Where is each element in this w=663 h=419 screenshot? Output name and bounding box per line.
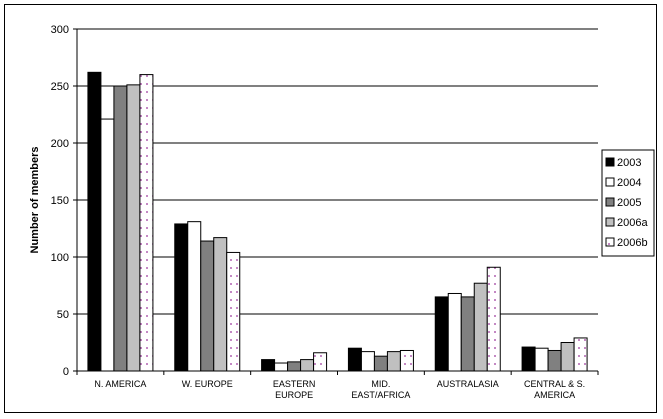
bar-2006a-2 <box>300 359 315 372</box>
bar-2005-1 <box>200 240 215 372</box>
bar-2003-2 <box>261 359 276 372</box>
x-category-label: EAST/AFRICA <box>351 390 410 400</box>
bar-2003-3 <box>347 347 362 372</box>
y-tick-label: 50 <box>57 309 69 321</box>
bar-2005-5 <box>547 349 562 372</box>
legend-label-2004: 2004 <box>617 177 641 189</box>
y-tick-label: 200 <box>51 138 69 150</box>
legend-label-2006a: 2006a <box>617 217 648 229</box>
bar-2004-0 <box>100 118 115 372</box>
legend-label-2003: 2003 <box>617 157 641 169</box>
bar-2006a-3 <box>386 351 401 372</box>
gridlines <box>77 28 598 315</box>
x-category-label: EUROPE <box>275 390 313 400</box>
bar-2005-0 <box>113 85 128 372</box>
y-tick-label: 250 <box>51 81 69 93</box>
bar-2006b-3 <box>399 349 414 372</box>
bar-2005-4 <box>460 296 475 372</box>
x-category-label: AUSTRALASIA <box>437 379 499 389</box>
bar-2004-2 <box>274 362 289 372</box>
y-tick-label: 300 <box>51 24 69 36</box>
x-category-label: W. EUROPE <box>182 379 233 389</box>
legend-swatch-2004 <box>605 177 615 187</box>
bar-2006a-1 <box>213 237 228 372</box>
y-tick-label: 150 <box>51 195 69 207</box>
x-category-label: EASTERN <box>273 379 316 389</box>
axes: 0 50 100 150 200 250 300 N. AMERICA W. EUROPE EAS… <box>29 24 599 400</box>
x-category-label: MID. <box>371 379 390 389</box>
bar-2003-1 <box>174 223 189 372</box>
bar-2005-3 <box>373 355 388 372</box>
bar-2006a-5 <box>560 342 575 372</box>
legend-swatch-2005 <box>605 197 615 207</box>
y-tick-label: 0 <box>63 366 69 378</box>
bar-2004-1 <box>187 221 202 372</box>
legend-label-2006b: 2006b <box>617 237 648 249</box>
bar-2006b-4 <box>486 266 501 372</box>
x-category-label: N. AMERICA <box>94 379 146 389</box>
x-category-label: AMERICA <box>534 390 575 400</box>
x-category-label: CENTRAL & S. <box>524 379 585 389</box>
bar-2006b-0 <box>139 74 154 372</box>
legend-swatch-2003 <box>605 157 615 167</box>
bar-2006a-4 <box>473 282 488 372</box>
bar-2006b-2 <box>313 352 328 372</box>
legend-swatch-2006b <box>605 237 615 247</box>
bar-2006a-0 <box>126 84 141 372</box>
bar-2003-4 <box>434 296 449 372</box>
bar-2004-3 <box>360 351 375 372</box>
bar-2003-0 <box>87 71 102 372</box>
bars <box>87 71 588 372</box>
bar-2004-4 <box>447 292 462 372</box>
bar-2003-5 <box>521 346 536 372</box>
legend-swatch-2006a <box>605 217 615 227</box>
bar-2004-5 <box>534 347 549 372</box>
bar-2005-2 <box>287 361 302 372</box>
bar-2006b-5 <box>573 337 588 372</box>
y-axis-title: Number of members <box>29 147 41 254</box>
y-tick-label: 100 <box>51 252 69 264</box>
bar-2006b-1 <box>226 251 241 372</box>
legend-label-2005: 2005 <box>617 197 641 209</box>
legend: 2003 2004 2005 2006a 2006b <box>601 149 655 257</box>
